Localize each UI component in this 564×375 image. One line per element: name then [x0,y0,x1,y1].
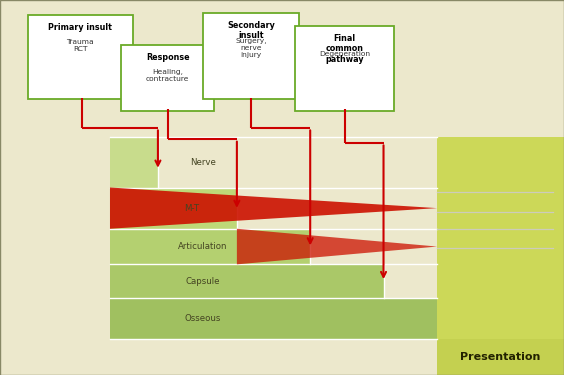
Text: Final
common
pathway: Final common pathway [325,34,364,63]
Bar [158,137,437,188]
Polygon shape [237,229,437,264]
Text: Capsule: Capsule [186,277,221,286]
Text: Trauma
RCT: Trauma RCT [67,39,94,53]
Polygon shape [110,188,437,229]
Bar [110,188,437,229]
FancyBboxPatch shape [203,13,299,99]
Bar [437,339,564,375]
Text: Primary insult: Primary insult [49,22,112,32]
Bar [437,137,564,339]
Text: M-T: M-T [184,204,199,213]
Text: Nerve: Nerve [190,158,216,166]
Text: Presentation: Presentation [460,352,541,362]
Bar [110,229,437,264]
Text: Articulation: Articulation [178,242,228,251]
Bar [110,264,437,298]
Text: Response: Response [146,53,190,62]
FancyBboxPatch shape [28,15,133,99]
Text: Surgery,
nerve
injury: Surgery, nerve injury [235,38,267,57]
Bar [110,298,437,339]
Text: Osseous: Osseous [185,314,221,323]
Text: Healing,
contracture: Healing, contracture [146,69,190,82]
Bar [384,264,437,298]
Text: Degeneration: Degeneration [319,51,370,57]
Bar [110,137,437,188]
Bar [310,229,437,264]
Text: Secondary
insult: Secondary insult [227,21,275,40]
FancyBboxPatch shape [121,45,214,111]
Bar [237,188,437,229]
FancyBboxPatch shape [295,26,394,111]
